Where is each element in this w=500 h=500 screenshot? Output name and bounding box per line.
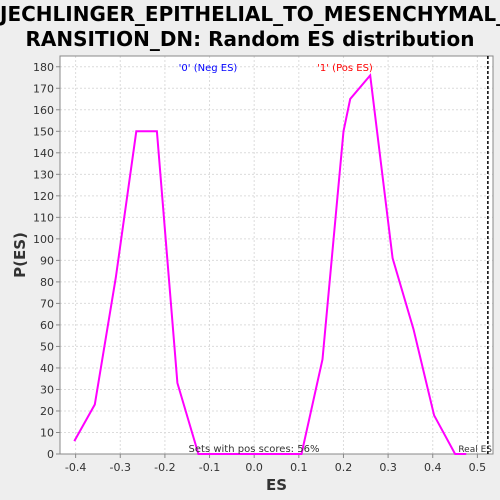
x-tick-label: -0.2 [154,461,175,474]
y-tick-label: 180 [33,61,54,74]
y-tick-label: 10 [40,426,54,439]
plot-area [60,56,493,454]
grid-lines [60,56,493,455]
x-tick-label: -0.1 [199,461,220,474]
x-axis-label: ES [266,476,287,494]
chart-title-line-2: RANSITION_DN: Random ES distribution [25,27,475,51]
series-line [73,73,467,455]
tick-labels: -0.4 -0.3 -0.2 -0.1 0.0 0.1 0.2 0.3 0.4 0.5 0 10 20 3… [33,61,486,474]
y-tick-label: 130 [33,168,54,181]
y-tick-label: 150 [33,125,54,138]
y-tick-label: 40 [40,362,54,375]
x-tick-label: 0.2 [335,461,353,474]
y-tick-label: 160 [33,104,54,117]
y-tick-label: 20 [40,405,54,418]
y-tick-label: 70 [40,297,54,310]
y-tick-label: 90 [40,254,54,267]
chart-title-line-1: JECHLINGER_EPITHELIAL_TO_MESENCHYMAL_T [0,2,500,26]
y-tick-label: 30 [40,383,54,396]
x-tick-label: 0.0 [245,461,263,474]
y-tick-label: 0 [47,448,54,461]
x-tick-label: -0.3 [110,461,131,474]
chart-title: JECHLINGER_EPITHELIAL_TO_MESENCHYMAL_T R… [0,2,500,52]
real-es-label: Real ES [458,445,492,455]
x-tick-label: -0.4 [65,461,86,474]
y-tick-label: 80 [40,276,54,289]
y-tick-label: 50 [40,340,54,353]
y-tick-label: 60 [40,319,54,332]
x-tick-label: 0.5 [469,461,487,474]
x-tick-label: 0.1 [290,461,308,474]
y-axis-label: P(ES) [11,232,29,278]
x-tick-label: 0.4 [424,461,442,474]
y-tick-label: 140 [33,147,54,160]
neg-es-label: '0' (Neg ES) [179,63,238,74]
y-tick-label: 120 [33,190,54,203]
pos-es-label: '1' (Pos ES) [317,63,373,74]
y-tick-label: 170 [33,82,54,95]
pos-scores-annotation: Sets with pos scores: 56% [189,444,320,455]
x-tick-label: 0.3 [379,461,397,474]
y-tick-label: 110 [33,211,54,224]
y-tick-label: 100 [33,233,54,246]
